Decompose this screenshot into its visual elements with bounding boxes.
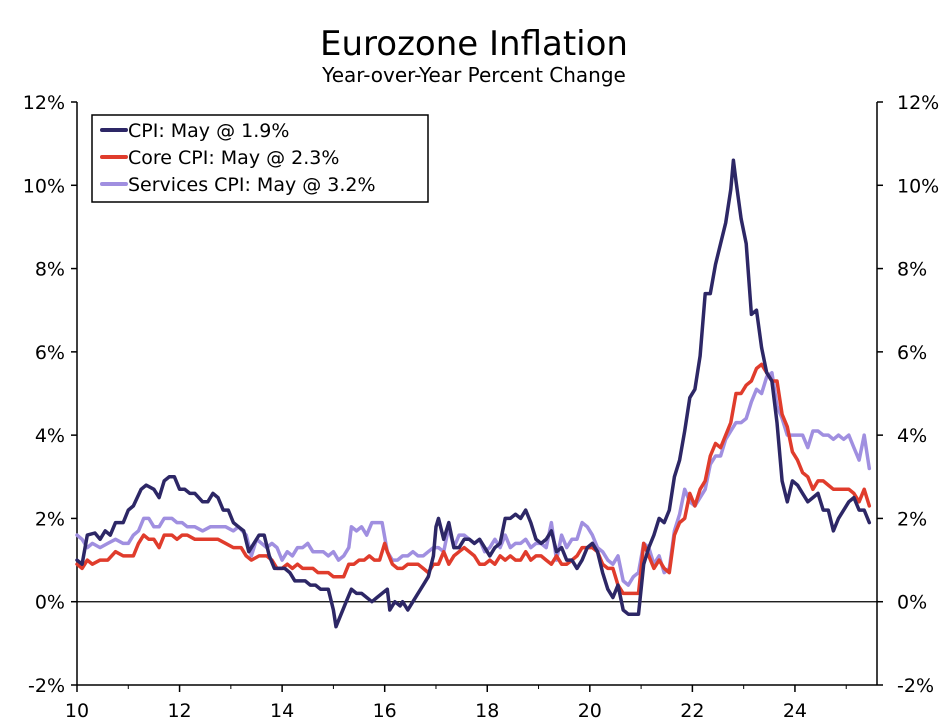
x-tick-label: 16 (373, 700, 397, 722)
y-tick-label-left: 2% (35, 508, 65, 530)
y-tick-label-left: 0% (35, 592, 65, 614)
y-tick-label-right: 0% (897, 592, 927, 614)
legend-label-2: Services CPI: May @ 3.2% (128, 174, 376, 196)
y-tick-label-right: 2% (897, 508, 927, 530)
legend-label-0: CPI: May @ 1.9% (128, 120, 289, 142)
x-tick-label: 22 (680, 700, 704, 722)
x-tick-label: 10 (65, 700, 89, 722)
y-tick-label-left: 8% (35, 259, 65, 281)
x-tick-label: 12 (167, 700, 191, 722)
x-tick-label: 20 (578, 700, 602, 722)
chart-title: Eurozone Inflation (320, 24, 628, 64)
y-tick-label-left: 6% (35, 342, 65, 364)
series-line-1 (75, 362, 872, 596)
y-tick-label-right: 8% (897, 259, 927, 281)
y-tick-label-right: -2% (897, 675, 934, 697)
y-tick-label-left: -2% (28, 675, 65, 697)
x-tick-label: 24 (783, 700, 807, 722)
y-tick-label-left: 12% (23, 92, 65, 114)
series-line-0 (75, 158, 872, 629)
y-tick-label-right: 4% (897, 425, 927, 447)
x-tick-label: 18 (475, 700, 499, 722)
legend: CPI: May @ 1.9% Core CPI: May @ 2.3% Servi… (91, 114, 429, 203)
legend-box (91, 114, 429, 203)
series-lines (75, 158, 872, 629)
y-tick-label-left: 10% (23, 175, 65, 197)
y-tick-label-left: 4% (35, 425, 65, 447)
axes: -2% -2% 0% 0% 2% 2% 4% 4% 6% 6% 8% 8% 10% 10% 12% 12% 10… (23, 92, 939, 722)
y-tick-label-right: 10% (897, 175, 939, 197)
x-tick-label: 14 (270, 700, 294, 722)
y-tick-label-right: 6% (897, 342, 927, 364)
chart-subtitle: Year-over-Year Percent Change (321, 63, 626, 87)
y-tick-label-right: 12% (897, 92, 939, 114)
legend-label-1: Core CPI: May @ 2.3% (128, 147, 339, 169)
